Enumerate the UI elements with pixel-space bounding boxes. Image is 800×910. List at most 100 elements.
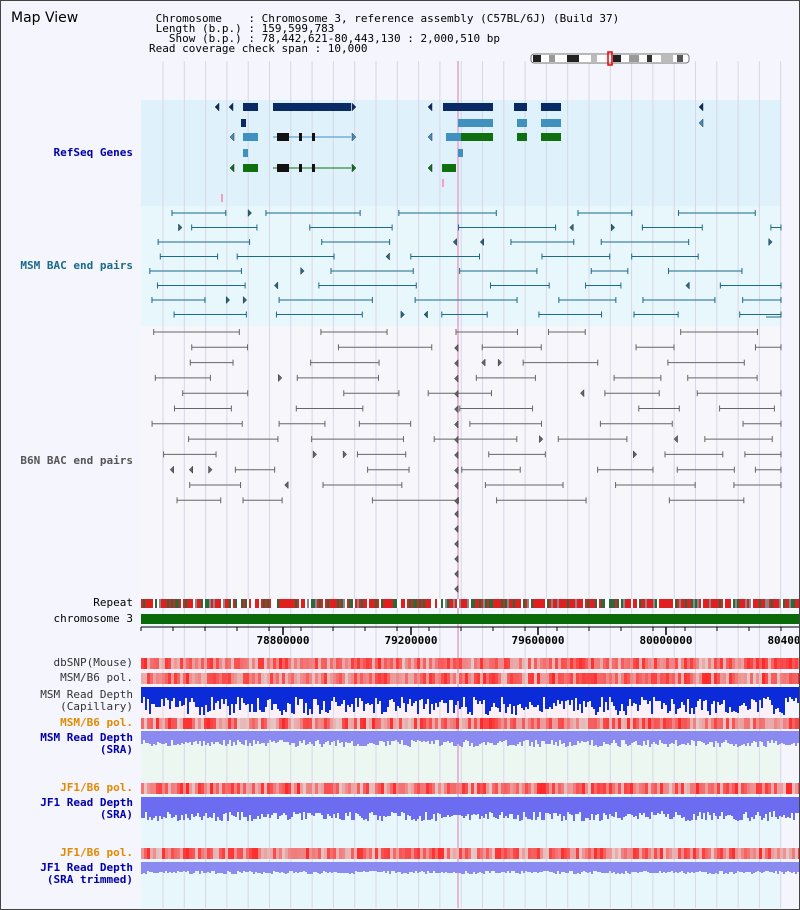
repeat-bin — [295, 599, 297, 608]
depth-bar — [229, 797, 231, 812]
depth-bar — [319, 862, 321, 874]
heat-bin — [294, 848, 297, 859]
heat-bin — [630, 783, 633, 794]
heat-bin — [309, 718, 312, 729]
depth-bar — [395, 731, 397, 740]
track-label-refseq-genes[interactable]: RefSeq Genes — [53, 146, 133, 159]
depth-bar — [681, 862, 683, 871]
repeat-bin — [693, 599, 695, 608]
heat-bin — [279, 718, 282, 729]
heat-bin — [729, 658, 732, 669]
heat-bin — [732, 658, 735, 669]
heat-bin — [669, 658, 672, 669]
heat-bin — [243, 718, 246, 729]
heat-bin — [180, 673, 183, 684]
heat-bin — [345, 848, 348, 859]
heat-bin — [369, 718, 372, 729]
depth-bar — [773, 862, 775, 873]
strand-arrow — [284, 480, 289, 490]
heat-bin — [264, 848, 267, 859]
repeat-bin — [607, 599, 609, 608]
repeat-bin — [347, 599, 349, 608]
depth-bar — [533, 797, 535, 812]
depth-bar — [747, 731, 749, 743]
heat-bin — [492, 673, 495, 684]
depth-bar — [673, 687, 675, 704]
heat-bin — [780, 848, 783, 859]
track-label-b6n-bac[interactable]: B6N BAC end pairs — [20, 454, 133, 467]
depth-bar — [253, 731, 255, 740]
depth-bar — [751, 687, 753, 699]
depth-bar — [221, 797, 223, 821]
depth-bar — [765, 797, 767, 814]
heat-bin — [186, 673, 189, 684]
depth-bar — [233, 687, 235, 713]
repeat-bin — [689, 599, 691, 608]
heat-bin — [780, 718, 783, 729]
depth-bar — [335, 731, 337, 746]
heat-bin — [276, 783, 279, 794]
heat-bin — [408, 783, 411, 794]
heat-bin — [474, 658, 477, 669]
depth-bar — [729, 731, 731, 744]
depth-bar — [227, 797, 229, 821]
heat-bin — [237, 718, 240, 729]
track-label-msm-depth-cap-sub: (Capillary) — [60, 700, 133, 713]
repeat-bin — [151, 599, 153, 608]
heat-bin — [477, 718, 480, 729]
heat-bin — [642, 658, 645, 669]
heat-bin — [408, 718, 411, 729]
depth-bar — [353, 862, 355, 874]
heat-bin — [264, 673, 267, 684]
heat-bin — [630, 848, 633, 859]
repeat-bin — [719, 599, 721, 608]
heat-bin — [279, 783, 282, 794]
depth-bar — [353, 797, 355, 820]
heat-bin — [351, 658, 354, 669]
heat-bin — [207, 658, 210, 669]
depth-bar — [525, 731, 527, 740]
depth-bar — [625, 731, 627, 744]
depth-bar — [317, 687, 319, 705]
depth-bar — [337, 731, 339, 740]
heat-bin — [705, 673, 708, 684]
depth-bar — [417, 731, 419, 740]
depth-bar — [675, 731, 677, 740]
heat-bin — [318, 673, 321, 684]
repeat-bin — [651, 599, 653, 608]
heat-bin — [606, 783, 609, 794]
heat-bin — [462, 673, 465, 684]
depth-bar — [501, 862, 503, 872]
depth-bar — [617, 862, 619, 873]
depth-bar — [691, 862, 693, 872]
depth-bar — [685, 687, 687, 712]
depth-bar — [687, 687, 689, 699]
depth-bar — [713, 862, 715, 874]
heat-bin — [480, 658, 483, 669]
depth-bar — [737, 731, 739, 747]
heat-bin — [237, 658, 240, 669]
depth-bar — [553, 797, 555, 813]
depth-bar — [453, 687, 455, 713]
heat-bin — [753, 658, 756, 669]
depth-bar — [617, 797, 619, 818]
depth-bar — [403, 731, 405, 745]
depth-bar — [213, 797, 215, 813]
heat-bin — [783, 673, 786, 684]
repeat-bin — [279, 599, 281, 608]
depth-bar — [531, 687, 533, 705]
track-label-msm-bac[interactable]: MSM BAC end pairs — [20, 259, 133, 272]
depth-bar — [273, 862, 275, 871]
repeat-bin — [495, 599, 497, 608]
ideogram-band — [549, 55, 555, 62]
heat-bin — [414, 718, 417, 729]
depth-bar — [389, 797, 391, 816]
depth-bar — [553, 862, 555, 873]
depth-bar — [653, 687, 655, 697]
strand-arrow — [351, 132, 357, 142]
repeat-bin — [617, 599, 619, 608]
heat-bin — [330, 718, 333, 729]
depth-bar — [205, 797, 207, 813]
repeat-bin — [263, 599, 265, 608]
depth-bar — [693, 797, 695, 814]
